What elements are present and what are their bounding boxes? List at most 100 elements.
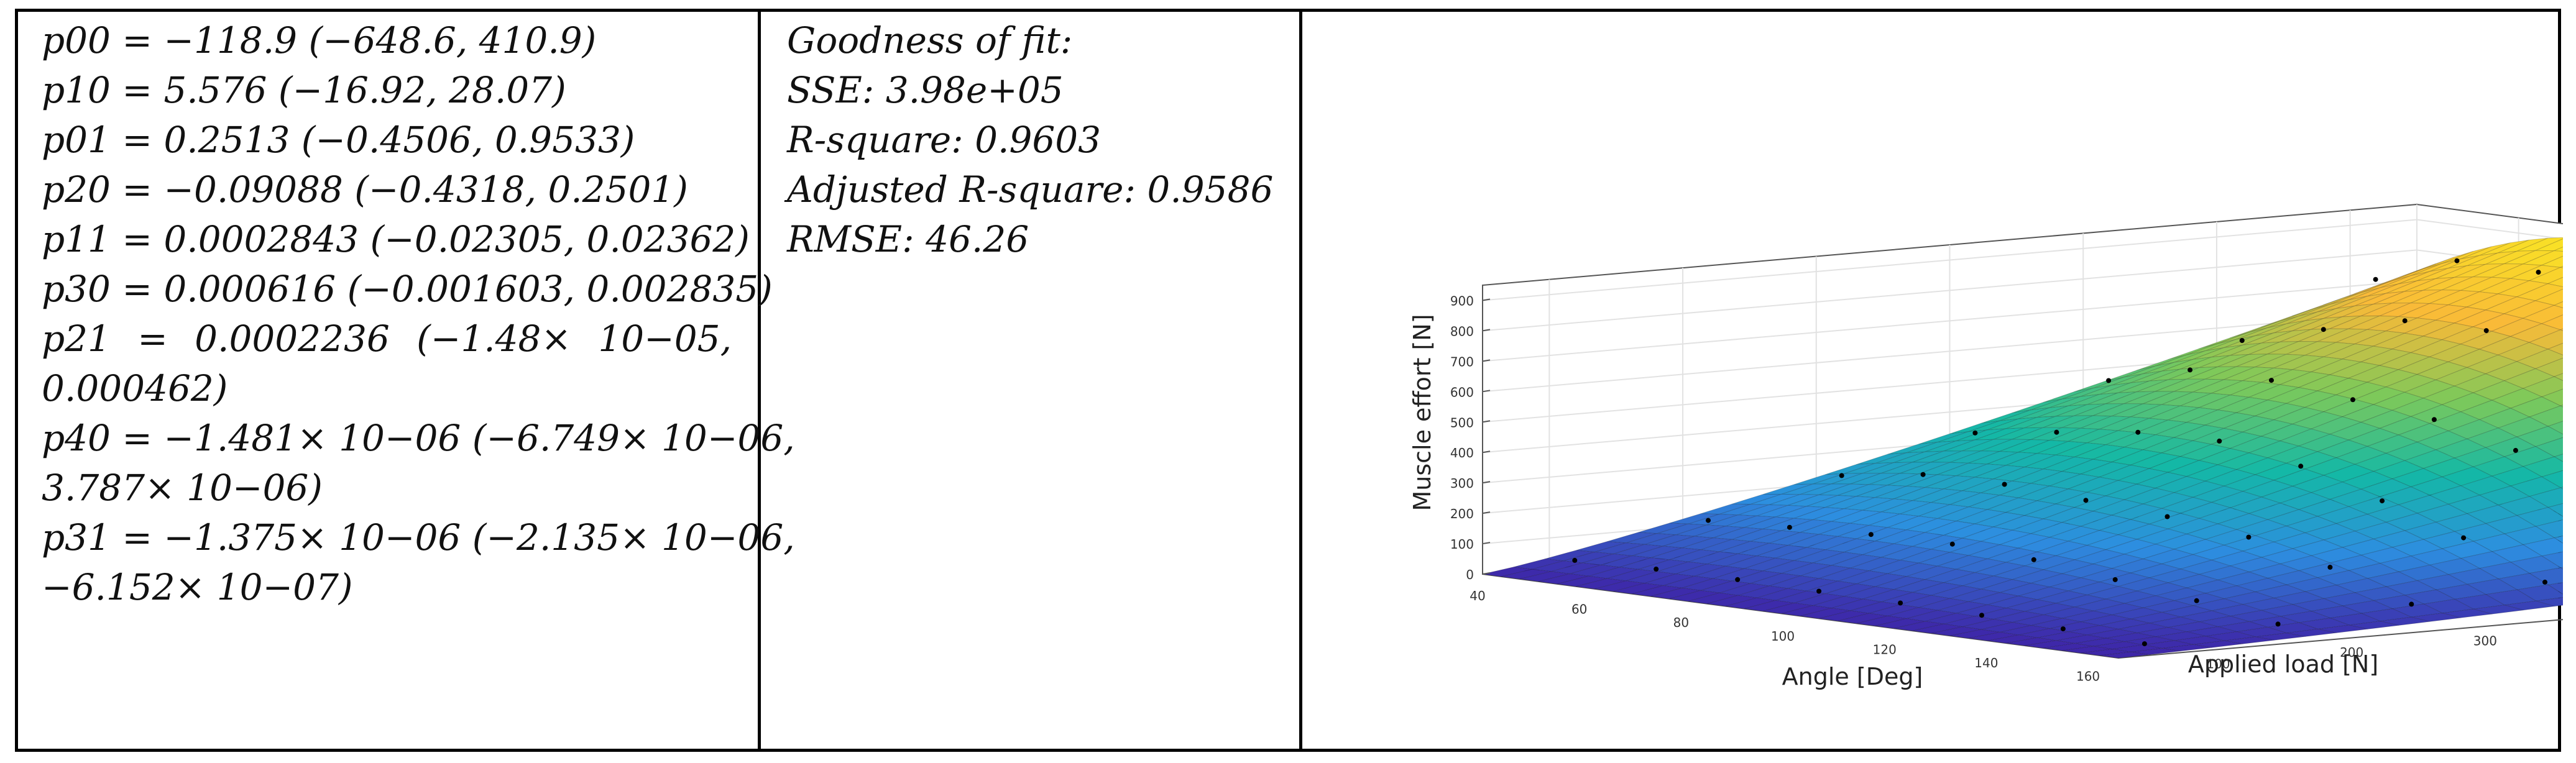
data-point: [2380, 498, 2385, 504]
z-tick-label: 200: [1450, 506, 1474, 521]
data-point: [2239, 338, 2245, 343]
data-point: [2350, 397, 2355, 403]
data-point: [1706, 518, 1711, 523]
data-point: [2112, 577, 2118, 582]
surface-patch: [2528, 567, 2563, 585]
surface-plot-cell: 0 100 200 300 400 500 600 700 800 900 40 60 80 100 120…: [1302, 12, 2563, 749]
goodness-of-fit-cell: Goodness of fit: SSE: 3.98e+05 R-square:…: [761, 12, 1302, 749]
data-point: [1972, 430, 1978, 436]
data-point: [2536, 270, 2541, 275]
z-axis-label: Muscle effort [N]: [1409, 314, 1436, 511]
data-point: [2194, 598, 2199, 603]
y-tick-label: 200: [2340, 645, 2363, 660]
data-point: [1979, 613, 1984, 618]
axis-ticks: 0 100 200 300 400 500 600 700 800 900 40 60 80 100 120…: [1450, 293, 2497, 684]
data-point: [2217, 438, 2222, 444]
surface-patch: [2534, 437, 2563, 457]
coef-p20: p20 = −0.09088 (−0.4318, 0.2501): [42, 168, 688, 211]
coef-p21-word: (−1.48×: [416, 318, 572, 360]
z-tick-label: 600: [1450, 385, 1474, 400]
surface-patch: [2559, 487, 2563, 490]
data-point: [2298, 464, 2304, 469]
surface-patch: [2348, 621, 2399, 630]
z-tick-mark: [1482, 511, 1491, 514]
z-tick-mark: [1482, 450, 1491, 454]
coef-p31: p31 = −1.375× 10−06 (−2.135× 10−06,: [42, 516, 795, 559]
surface-patch: [2559, 328, 2563, 331]
z-tick-mark: [1482, 390, 1491, 393]
coef-p01: p01 = 0.2513 (−0.4506, 0.9533): [42, 119, 635, 161]
data-point: [2164, 514, 2170, 519]
y-axis-label: Applied load [N]: [2188, 651, 2378, 678]
z-tick-mark: [1482, 329, 1491, 332]
surface-patch: [2541, 551, 2563, 569]
surface-patch: [2540, 255, 2563, 268]
surface-patch: [2516, 507, 2563, 527]
z-tick-label: 500: [1450, 415, 1474, 430]
data-point: [2187, 367, 2193, 373]
surface-patch: [2130, 647, 2181, 656]
data-point: [2321, 327, 2326, 332]
data-point: [2409, 601, 2414, 607]
surface-patch: [2559, 404, 2563, 408]
surface-patch: [2516, 349, 2563, 369]
x-tick-label: 140: [1974, 656, 1998, 670]
x-tick-label: 120: [1873, 642, 1897, 657]
coef-p10: p10 = 5.576 (−16.92, 28.07): [42, 69, 566, 111]
coef-p21: p21 = 0.0002236 (−1.48× 10−05,: [42, 314, 732, 363]
coef-p31-cont: −6.152× 10−07): [42, 566, 353, 608]
surface-patch: [2554, 536, 2563, 544]
data-point: [1654, 566, 1659, 572]
surface-patch: [2547, 421, 2563, 435]
fit-rsquare: R-square: 0.9603: [787, 119, 1102, 161]
z-tick-label: 700: [1450, 354, 1474, 369]
surface-patch: [2547, 582, 2563, 595]
z-tick-mark: [1482, 420, 1491, 423]
z-tick-label: 900: [1450, 293, 1474, 308]
surface-patch: [2559, 567, 2563, 570]
surface-patch: [2505, 600, 2555, 611]
surface-patch: [2559, 266, 2563, 268]
coef-p30: p30 = 0.000616 (−0.001603, 0.002835): [42, 268, 773, 310]
data-point: [1816, 588, 1822, 594]
z-tick-label: 400: [1450, 445, 1474, 460]
surface-patch: [2516, 584, 2563, 601]
data-point: [1735, 577, 1741, 582]
data-point: [2106, 378, 2112, 383]
surface-patch: [2516, 283, 2563, 301]
x-tick-label: 160: [2076, 669, 2100, 684]
data-point: [2454, 258, 2460, 263]
data-point: [1868, 532, 1874, 537]
surface-patch: [2553, 373, 2563, 382]
coef-p40: p40 = −1.481× 10−06 (−6.749× 10−06,: [42, 417, 795, 459]
z-tick-mark: [1482, 298, 1491, 301]
data-point: [1920, 472, 1926, 477]
data-point: [2135, 429, 2141, 435]
data-point: [1572, 557, 1578, 563]
surface-patch: [2528, 329, 2563, 350]
surface-patch: [2099, 651, 2150, 659]
fit-adjusted-rsquare: Adjusted R-square: 0.9586: [787, 168, 1274, 211]
data-point: [1898, 600, 1903, 606]
data-point: [2060, 626, 2066, 632]
surface-patch: [2534, 519, 2563, 539]
data-point: [2275, 621, 2281, 627]
data-point: [2431, 417, 2437, 423]
data-point: [2513, 447, 2518, 453]
surface-patch: [2553, 301, 2563, 309]
data-point: [2002, 482, 2007, 487]
coef-p40-cont: 3.787× 10−06): [42, 467, 323, 509]
data-point: [2483, 328, 2489, 334]
data-point: [2269, 378, 2274, 383]
data-point: [2246, 534, 2252, 540]
surface-patch: [2553, 454, 2563, 462]
data-point: [2083, 498, 2089, 503]
data-point: [2461, 535, 2467, 541]
data-points: [1572, 258, 2547, 647]
coef-p11: p11 = 0.0002843 (−0.02305, 0.02362): [42, 218, 750, 260]
surface-patch: [2516, 426, 2563, 447]
data-point: [2542, 579, 2547, 585]
data-point: [1787, 524, 1792, 530]
fit-rmse: RMSE: 46.26: [787, 218, 1029, 260]
z-tick-label: 0: [1466, 567, 1474, 582]
